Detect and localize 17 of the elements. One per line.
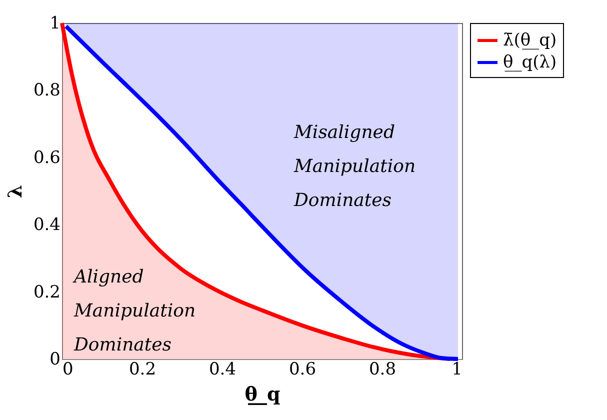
legend-label: λ̄(θ̲_q): [503, 30, 557, 50]
x-tick-label: 0.6: [288, 360, 316, 380]
y-tick-label: 0.4: [33, 215, 60, 236]
legend-label: θ̲_q(λ): [503, 52, 557, 72]
x-tick-label: 0.8: [368, 360, 396, 380]
x-tick-label: 1: [452, 360, 462, 380]
annotation: Misaligned Manipulation Dominates: [293, 122, 416, 211]
x-tick-label: 0.2: [128, 360, 156, 380]
x-tick-label: 0: [62, 360, 74, 380]
x-axis-title: θ̲_q: [244, 384, 280, 406]
y-tick-label: 0.8: [33, 80, 60, 101]
y-tick-label: 0.2: [33, 282, 60, 302]
y-tick-label: 1: [50, 14, 60, 34]
y-tick-label: 0.6: [33, 148, 60, 168]
x-tick-label: 0.4: [208, 360, 236, 380]
annotation: Aligned Manipulation Dominates: [72, 266, 196, 356]
y-axis-title: λ: [4, 184, 26, 198]
